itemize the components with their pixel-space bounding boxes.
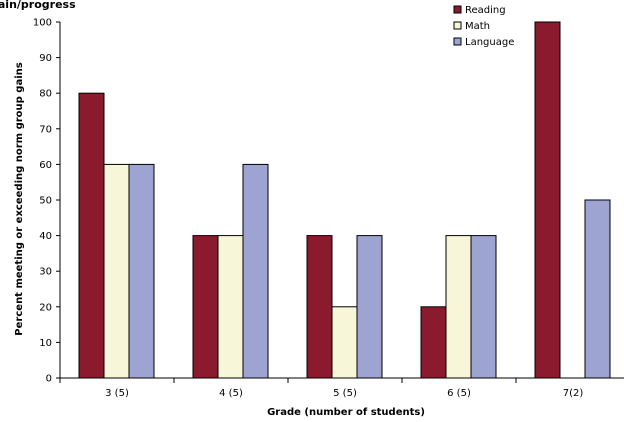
y-tick-label: 0 (46, 374, 52, 385)
y-axis-title: Percent meeting or exceeding norm group … (14, 62, 25, 335)
bar-language-0 (128, 163, 155, 379)
legend-label-math: Math (465, 21, 490, 32)
x-tick-label: 5 (5) (333, 388, 357, 399)
y-tick-label: 100 (33, 18, 52, 29)
bar-language-4 (584, 199, 611, 379)
y-tick-label: 50 (39, 196, 52, 207)
chart-title-fragment: gain/progress (0, 0, 76, 11)
bar-math-3 (445, 235, 472, 379)
bar-language-3 (470, 235, 497, 379)
legend-label-language: Language (465, 37, 514, 48)
bar-reading-3 (420, 306, 447, 379)
x-tick-label: 7(2) (563, 388, 584, 399)
y-tick-label: 60 (39, 160, 52, 171)
bar-math-0 (103, 163, 130, 379)
bar-reading-1 (192, 235, 219, 379)
x-axis: 3 (5) 4 (5) 5 (5) 6 (5) 7(2) (59, 377, 624, 399)
y-tick-label: 20 (39, 302, 52, 313)
y-tick-label: 10 (39, 338, 52, 349)
x-tick-label: 4 (5) (219, 388, 243, 399)
bar-language-2 (356, 235, 383, 379)
bar-math-1 (217, 235, 244, 379)
legend-label-reading: Reading (465, 5, 506, 16)
bar-math-2 (331, 306, 358, 379)
bar-reading-2 (306, 235, 333, 379)
x-axis-title: Grade (number of students) (267, 407, 425, 418)
y-axis: 0 10 20 30 40 50 60 70 80 90 100 (33, 18, 61, 385)
bar-reading-0 (78, 92, 105, 379)
bar-reading-4 (534, 21, 561, 379)
x-tick-label: 6 (5) (447, 388, 471, 399)
legend-swatch-language (453, 37, 462, 46)
x-tick-label: 3 (5) (105, 388, 129, 399)
legend-swatch-reading (453, 5, 462, 14)
legend: Reading Math Language (453, 5, 514, 48)
y-tick-label: 80 (39, 89, 52, 100)
bar-language-1 (242, 163, 269, 379)
y-tick-label: 70 (39, 124, 52, 135)
bars (78, 21, 611, 379)
y-tick-label: 40 (39, 231, 52, 242)
y-tick-label: 30 (39, 267, 52, 278)
legend-swatch-math (453, 21, 462, 30)
y-tick-label: 90 (39, 53, 52, 64)
